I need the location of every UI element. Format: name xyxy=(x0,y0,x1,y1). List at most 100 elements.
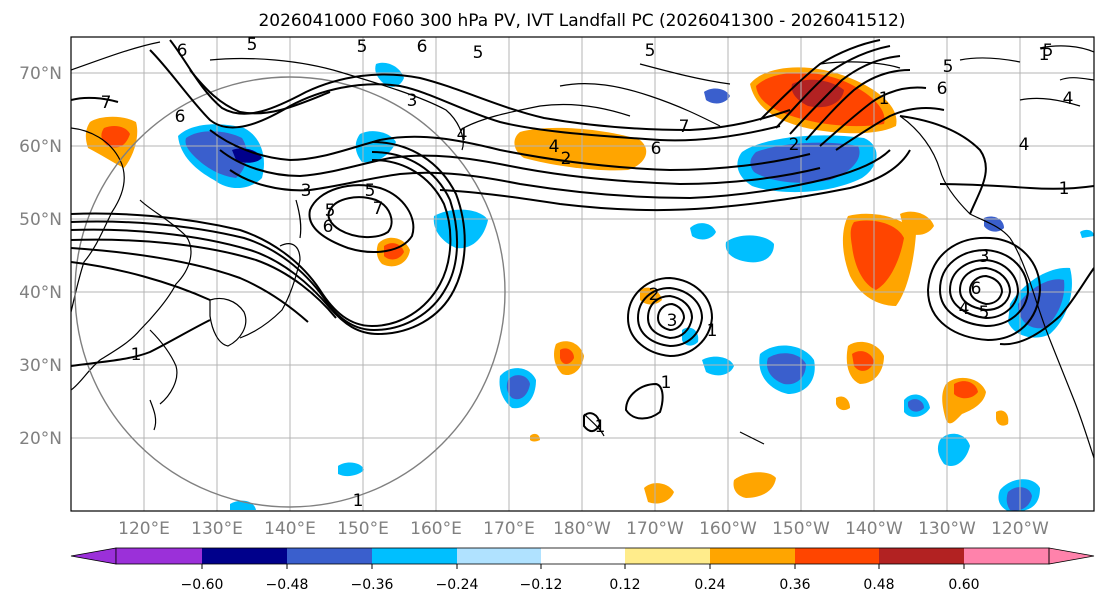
lat-label: 70°N xyxy=(19,64,62,84)
positive-anomaly xyxy=(996,410,1009,426)
contour-label: 2 xyxy=(649,285,660,305)
lat-label: 60°N xyxy=(19,137,62,157)
colorbar-tick-label: −0.24 xyxy=(436,577,479,593)
contour-label: 1 xyxy=(1039,45,1050,65)
contour-label: 5 xyxy=(645,41,656,61)
negative-anomaly xyxy=(725,235,774,263)
colorbar-extend-right xyxy=(1048,547,1095,565)
colorbar-ticks xyxy=(201,564,965,569)
negative-anomaly xyxy=(1080,229,1094,238)
colorbar-tick-label: 0.60 xyxy=(948,577,979,593)
colorbar-segment xyxy=(964,548,1049,564)
contour-label: 7 xyxy=(373,199,384,219)
contour-label: 5 xyxy=(979,303,990,323)
contour-label: 7 xyxy=(679,117,690,137)
pv-contours xyxy=(71,39,1094,432)
contour-label: 5 xyxy=(473,43,484,63)
negative-anomaly xyxy=(338,462,364,477)
contour-label: 5 xyxy=(325,201,336,221)
contour-label: 5 xyxy=(943,57,954,77)
lat-label: 30°N xyxy=(19,356,62,376)
lon-label: 120°W xyxy=(991,519,1049,539)
landfall-radius-circle xyxy=(74,76,506,508)
contour-label: 4 xyxy=(1019,135,1030,155)
contour-label: 2 xyxy=(789,135,800,155)
positive-anomaly xyxy=(836,396,850,411)
contour-labels: 6 5 5 6 5 5 5 5 6 6 3 7 1 1 5 7 6 4 3 4 … xyxy=(101,35,1074,511)
lat-label: 20°N xyxy=(19,429,62,449)
contour-label: 2 xyxy=(561,149,572,169)
latitude-labels: 70°N 60°N 50°N 40°N 30°N 20°N xyxy=(19,64,62,449)
negative-anomaly xyxy=(690,223,716,240)
negative-anomaly xyxy=(704,88,730,104)
figure-title: 2026041000 F060 300 hPa PV, IVT Landfall… xyxy=(258,11,905,31)
map-frame xyxy=(70,36,1095,512)
contour-label: 1 xyxy=(353,491,364,511)
positive-anomaly xyxy=(852,351,874,371)
colorbar-segment xyxy=(879,548,964,564)
lon-label: 170°W xyxy=(626,519,684,539)
lon-label: 130°W xyxy=(918,519,976,539)
colorbar-tick-label: 0.24 xyxy=(694,577,725,593)
colorbar-tick-label: 0.36 xyxy=(779,577,810,593)
longitude-labels: 120°E 130°E 140°E 150°E 160°E 170°E 180°… xyxy=(118,519,1049,539)
colorbar-segment xyxy=(541,548,625,564)
colorbar-segment xyxy=(625,548,710,564)
positive-anomaly xyxy=(954,381,978,399)
colorbar-segment xyxy=(372,548,457,564)
negative-anomaly xyxy=(702,356,734,376)
lon-label: 150°E xyxy=(337,519,389,539)
positive-anomaly xyxy=(560,348,574,364)
contour-label: 5 xyxy=(365,181,376,201)
contour-label: 4 xyxy=(457,125,468,145)
colorbar-tick-label: −0.36 xyxy=(351,577,394,593)
gridlines xyxy=(71,37,1094,511)
positive-anomaly xyxy=(644,483,674,504)
contour-label: 6 xyxy=(417,37,428,57)
contour-label: 1 xyxy=(1059,179,1070,199)
colorbar-tick-label: 0.48 xyxy=(863,577,894,593)
colorbar-tick-label: −0.60 xyxy=(181,577,224,593)
positive-anomaly xyxy=(791,79,844,108)
lon-label: 130°E xyxy=(191,519,243,539)
lon-label: 160°E xyxy=(410,519,462,539)
contour-label: 6 xyxy=(937,79,948,99)
contour-label: 1 xyxy=(595,417,606,437)
colorbar-outline xyxy=(115,547,1050,565)
negative-anomaly xyxy=(1018,279,1065,329)
lat-label: 40°N xyxy=(19,283,62,303)
negative-anomaly xyxy=(908,399,924,412)
contour-label: 3 xyxy=(407,91,418,111)
contour-label: 6 xyxy=(971,279,982,299)
contour-label: 4 xyxy=(1063,89,1074,109)
lon-label: 170°E xyxy=(483,519,535,539)
lon-label: 140°E xyxy=(264,519,316,539)
contour-label: 4 xyxy=(549,137,560,157)
colorbar-tick-label: −0.48 xyxy=(266,577,309,593)
contour-label: 4 xyxy=(959,299,970,319)
positive-anomaly xyxy=(514,127,647,171)
contour-label: 6 xyxy=(177,41,188,61)
contour-label: 7 xyxy=(101,93,112,113)
negative-anomaly xyxy=(232,148,262,163)
positive-anomaly xyxy=(900,211,934,235)
contour-label: 3 xyxy=(667,311,678,331)
contour-label: 1 xyxy=(707,321,718,341)
colorbar-tick-label: −0.12 xyxy=(520,577,563,593)
negative-anomaly xyxy=(750,142,860,183)
contour-label: 6 xyxy=(323,217,334,237)
contour-label: 6 xyxy=(175,107,186,127)
contour-label: 5 xyxy=(247,35,258,55)
negative-anomaly xyxy=(937,433,970,466)
colorbar-segment xyxy=(795,548,879,564)
negative-anomaly xyxy=(506,375,530,400)
contour-label: 1 xyxy=(879,89,890,109)
colorbar-tick-label: 0.12 xyxy=(609,577,640,593)
lat-label: 50°N xyxy=(19,210,62,230)
contour-label: 1 xyxy=(661,373,672,393)
colorbar-segment xyxy=(287,548,372,564)
colorbar-segment xyxy=(202,548,287,564)
map-layers: 6 5 5 6 5 5 5 5 6 6 3 7 1 1 5 7 6 4 3 4 … xyxy=(71,35,1094,511)
